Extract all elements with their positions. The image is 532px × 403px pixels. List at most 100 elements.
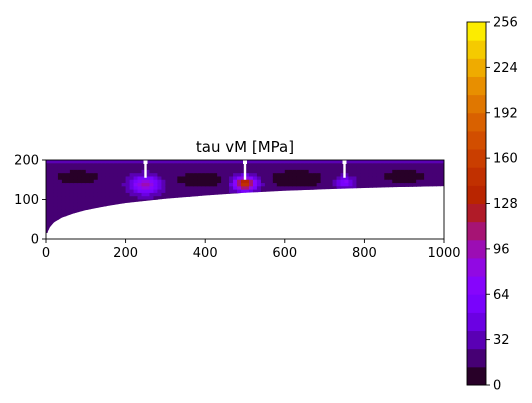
heatmap-cell (46, 163, 51, 168)
heatmap-cell (185, 189, 190, 194)
heatmap-cell (125, 186, 131, 191)
heatmap-cell (109, 163, 115, 168)
heatmap-cell (169, 186, 174, 191)
heatmap-cell (272, 189, 278, 194)
heatmap-cell (384, 183, 389, 187)
heatmap-cell (241, 166, 246, 171)
heatmap-cell (165, 183, 170, 187)
heatmap-cell (217, 183, 222, 187)
heatmap-cell (121, 186, 127, 191)
heatmap-cell (165, 189, 170, 194)
heatmap-cell (113, 196, 119, 201)
heatmap-cell (213, 169, 218, 174)
heatmap-cell (101, 206, 107, 210)
heatmap-cell (276, 179, 282, 184)
heatmap-cell (292, 173, 298, 178)
heatmap-cell (233, 173, 238, 178)
heatmap-cell (185, 166, 190, 171)
heatmap-cell (181, 183, 186, 187)
heatmap-cell (189, 169, 194, 174)
heatmap-cell (97, 183, 103, 187)
heatmap-cell (352, 160, 358, 164)
heatmap-cell (61, 183, 67, 187)
heatmap-cell (404, 163, 409, 168)
heatmap-cell (125, 202, 131, 207)
heatmap-cell (316, 160, 322, 164)
heatmap-cell (376, 169, 381, 174)
heatmap-cell (145, 169, 151, 174)
heatmap-cell (169, 163, 174, 168)
heatmap-cell (320, 179, 326, 184)
heatmap-cell (404, 166, 409, 171)
heatmap-cell (137, 160, 143, 164)
heatmap-cell (368, 183, 373, 187)
heatmap-cell (113, 169, 119, 174)
heatmap-cell (153, 183, 159, 187)
heatmap-cell (89, 176, 95, 181)
heatmap-cell (432, 179, 437, 184)
heatmap-cell (404, 183, 409, 187)
heatmap-cell (53, 176, 59, 181)
heatmap-cell (205, 166, 210, 171)
heatmap-cell (352, 166, 358, 171)
heatmap-cell (229, 186, 234, 191)
heatmap-cell (380, 163, 385, 168)
heatmap-cell (157, 183, 163, 187)
heatmap-cell (356, 166, 362, 171)
heatmap-cell (53, 196, 59, 201)
heatmap-cell (356, 183, 362, 187)
heatmap-cell (65, 173, 71, 178)
heatmap-cell (376, 163, 381, 168)
heatmap-cell (229, 183, 234, 187)
heatmap-cell (93, 166, 99, 171)
heatmap-cell (340, 166, 346, 171)
heatmap-cell (400, 173, 405, 178)
heatmap-cell (121, 163, 127, 168)
heatmap-cell (125, 173, 131, 178)
heatmap-cell (288, 189, 294, 194)
heatmap-cell (53, 206, 59, 210)
heatmap-cell (153, 173, 159, 178)
heatmap-cell (145, 173, 151, 178)
heatmap-cell (264, 166, 270, 171)
heatmap-cell (113, 183, 119, 187)
heatmap-cell (69, 189, 75, 194)
heatmap-cell (46, 179, 51, 184)
heatmap-cell (169, 166, 174, 171)
heatmap-cell (97, 166, 103, 171)
heatmap-cell (336, 160, 342, 164)
heatmap-cell (412, 179, 417, 184)
heatmap-cell (312, 183, 318, 187)
heatmap-cell (233, 166, 238, 171)
heatmap-cell (221, 169, 226, 174)
heatmap-cell (213, 166, 218, 171)
colorbar-level (467, 330, 486, 350)
heatmap-cell (288, 183, 294, 187)
heatmap-cell (428, 179, 433, 184)
heatmap-cell (117, 160, 123, 164)
heatmap-cell (248, 166, 254, 171)
heatmap-cell (65, 169, 71, 174)
heatmap-cell (181, 160, 186, 164)
heatmap-cell (352, 186, 358, 191)
heatmap-cell (81, 179, 87, 184)
colorbar-level (467, 149, 486, 168)
heatmap-cell (173, 173, 178, 178)
heatmap-cell (149, 186, 155, 191)
heatmap-cell (256, 160, 262, 164)
heatmap-cell (209, 186, 214, 191)
heatmap-cell (241, 169, 246, 174)
heatmap-cell (77, 189, 83, 194)
heatmap-cell (284, 160, 290, 164)
heatmap-cell (133, 176, 139, 181)
heatmap-cell (101, 202, 107, 207)
heatmap-cell (412, 166, 417, 171)
heatmap-cell (181, 173, 186, 178)
heatmap-cell (93, 192, 99, 197)
heatmap-cell (46, 222, 51, 227)
heatmap-cell (125, 166, 131, 171)
heatmap-cell (89, 206, 95, 210)
heatmap-cell (205, 186, 210, 191)
heatmap-cell (201, 196, 206, 201)
heatmap-cell (284, 173, 290, 178)
